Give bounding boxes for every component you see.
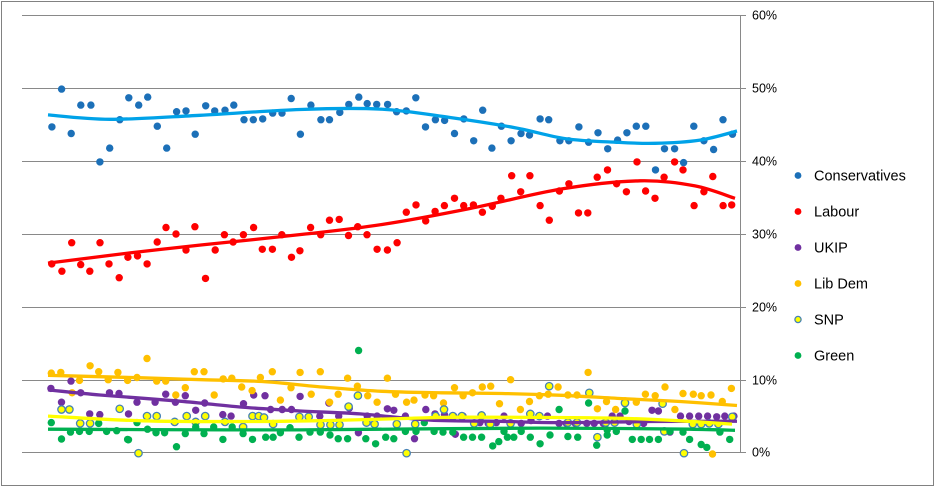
svg-text:0%: 0% — [752, 446, 770, 460]
svg-text:60%: 60% — [752, 9, 777, 23]
svg-text:30%: 30% — [752, 228, 777, 242]
svg-text:Conservatives: Conservatives — [814, 169, 906, 185]
svg-text:20%: 20% — [752, 301, 777, 315]
svg-text:10%: 10% — [752, 374, 777, 388]
svg-text:UKIP: UKIP — [814, 241, 848, 257]
svg-text:Green: Green — [814, 349, 854, 365]
svg-text:Lib Dem: Lib Dem — [814, 277, 868, 293]
svg-text:Labour: Labour — [814, 205, 859, 221]
svg-text:50%: 50% — [752, 82, 777, 96]
svg-text:SNP: SNP — [814, 313, 844, 329]
svg-text:40%: 40% — [752, 155, 777, 169]
